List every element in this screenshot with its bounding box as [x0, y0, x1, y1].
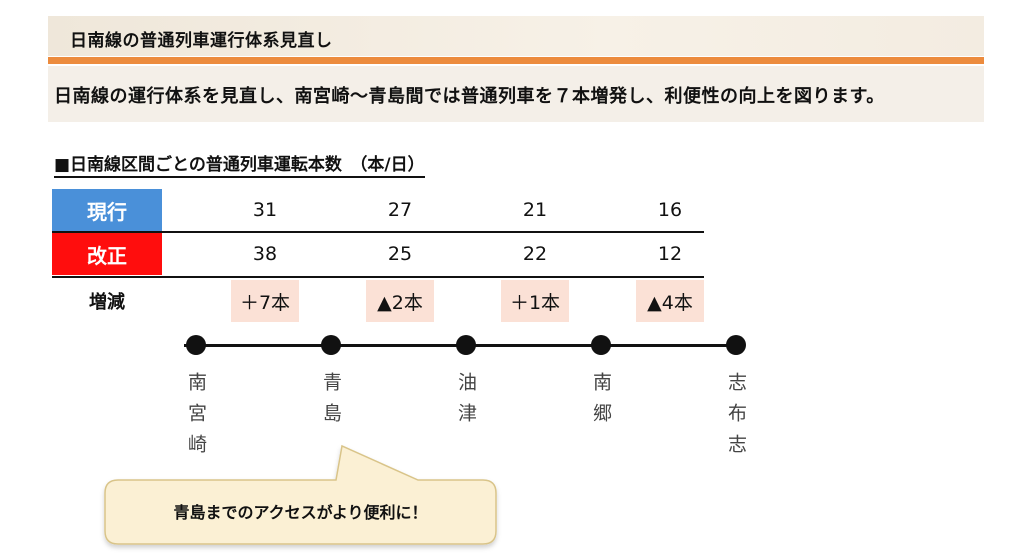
current-count-segment-2: 27 — [387, 199, 413, 221]
station-label-nango: 南郷 — [590, 372, 612, 434]
row-label-current: 現行 — [52, 189, 162, 231]
page-title: 日南線の普通列車運行体系見直し — [70, 31, 333, 51]
summary-box — [48, 66, 984, 122]
change-segment-1: ＋7本 — [231, 280, 299, 322]
station-marker — [321, 335, 341, 355]
row-label-revised: 改正 — [52, 233, 162, 275]
current-count-segment-3: 21 — [522, 199, 548, 221]
revised-count-segment-1: 38 — [252, 243, 278, 265]
revised-count-segment-2: 25 — [387, 243, 413, 265]
revised-count-segment-4: 12 — [657, 243, 683, 265]
row-label-change: 増減 — [89, 292, 125, 313]
change-segment-2: ▲2本 — [366, 280, 434, 322]
section-heading: ■日南線区間ごとの普通列車運転本数 （本/日） — [54, 150, 425, 178]
station-label-aoshima: 青島 — [320, 372, 342, 434]
summary-text: 日南線の運行体系を見直し、南宮崎～青島間では普通列車を７本増発し、利便性の向上を… — [54, 86, 885, 107]
header-divider — [48, 57, 984, 64]
station-label-aburatsu: 油津 — [455, 372, 477, 434]
station-marker — [591, 335, 611, 355]
change-segment-4: ▲4本 — [636, 280, 704, 322]
station-marker — [726, 335, 746, 355]
station-marker — [186, 335, 206, 355]
current-count-segment-4: 16 — [657, 199, 683, 221]
current-count-segment-1: 31 — [252, 199, 278, 221]
change-segment-3: ＋1本 — [501, 280, 569, 322]
callout-text: 青島までのアクセスがより便利に！ — [173, 503, 428, 522]
revised-count-segment-3: 22 — [522, 243, 548, 265]
station-label-minami-miyazaki: 南宮崎 — [185, 372, 207, 465]
table-divider — [52, 276, 704, 278]
header-bar — [48, 16, 984, 56]
station-marker — [456, 335, 476, 355]
table-divider — [52, 231, 704, 233]
station-label-shibushi: 志布志 — [725, 372, 747, 465]
